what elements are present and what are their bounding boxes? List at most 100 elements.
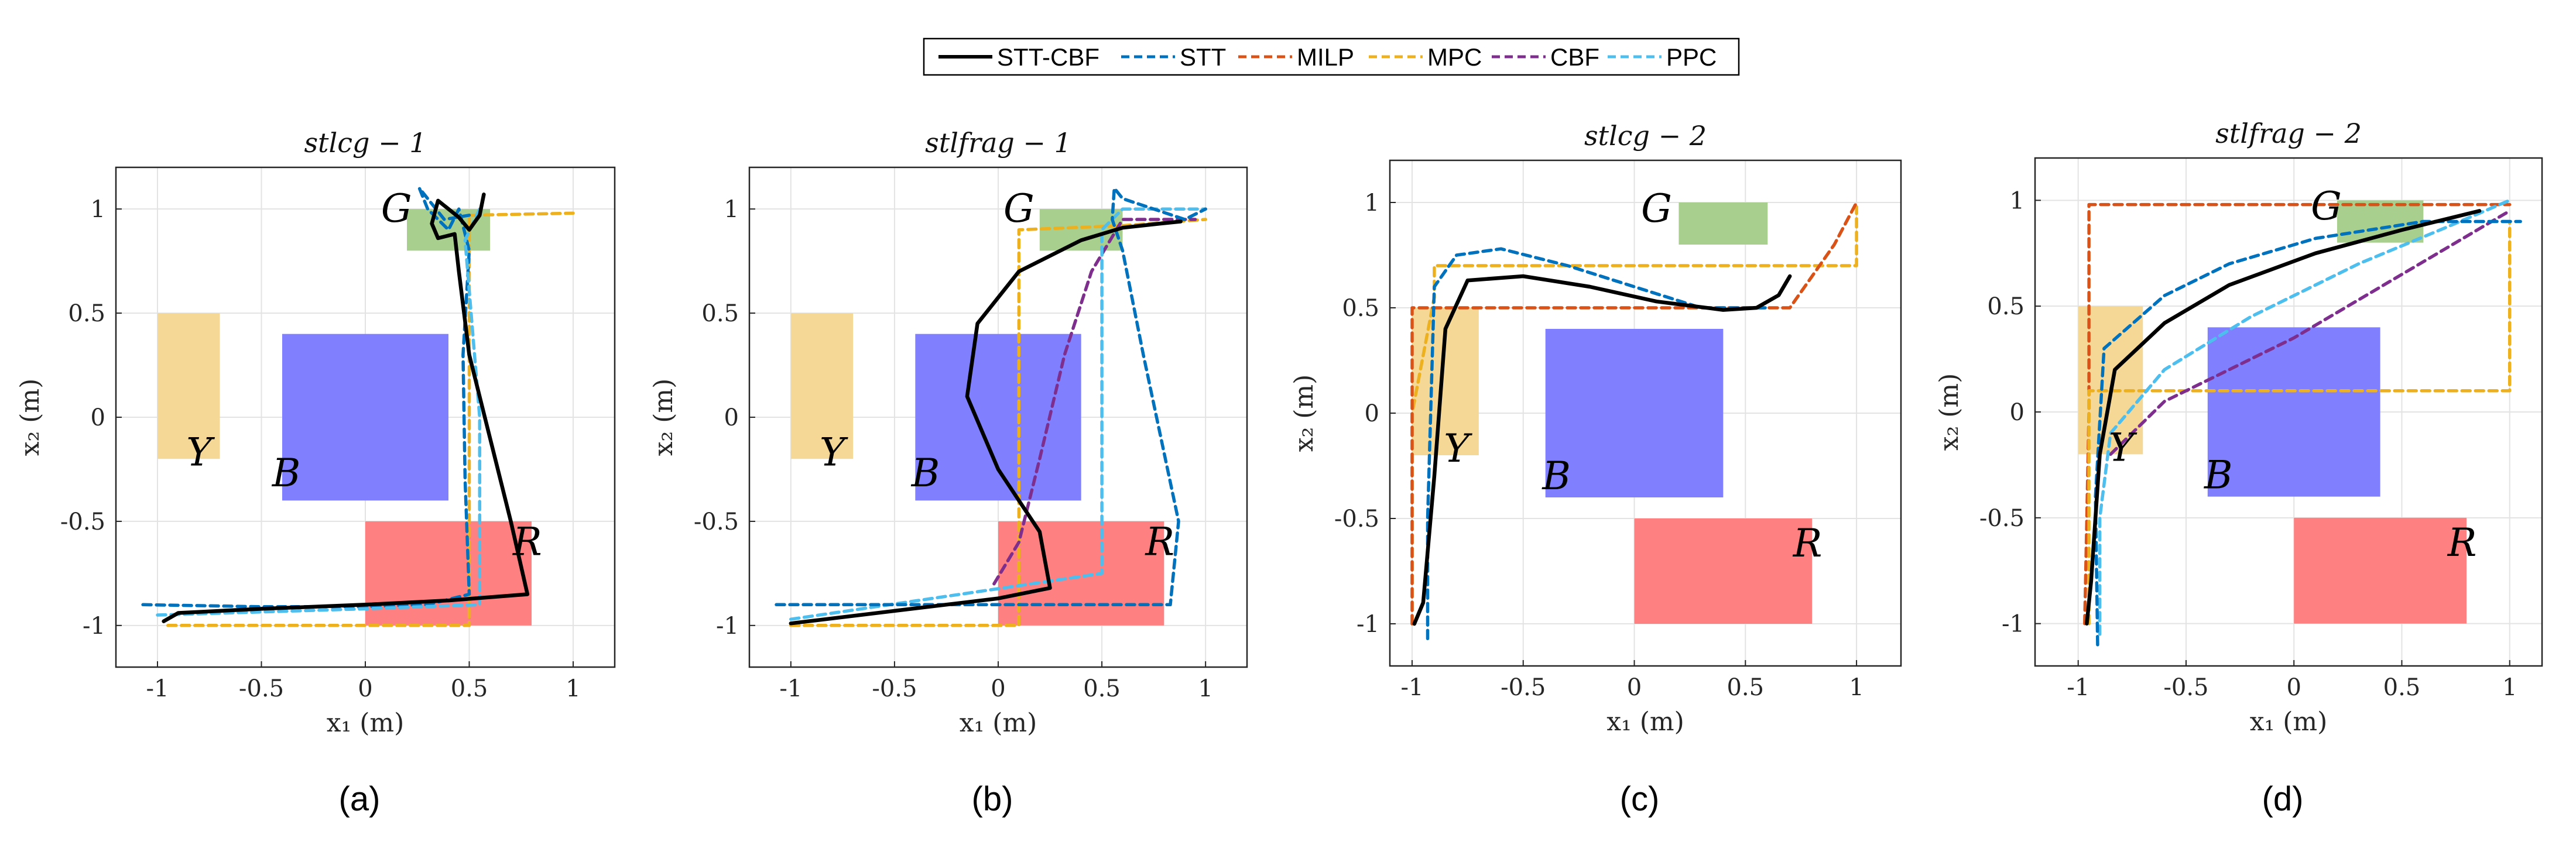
region-label: G [1641, 186, 1672, 231]
region-g [1039, 209, 1123, 251]
panel-caption: (a) [339, 780, 381, 818]
series-line-stt [1426, 247, 1770, 640]
x-tick-label: 1 [1198, 675, 1212, 702]
series-line-milp [1410, 201, 1858, 626]
region-label: R [1793, 521, 1823, 566]
region-label: B [2204, 453, 2233, 498]
x-tick-label: 1 [566, 675, 580, 702]
y-axis-label: x₂ (m) [649, 379, 679, 456]
x-tick-label: 1 [2502, 674, 2517, 701]
series-line-stt [141, 186, 471, 609]
series-line-stt-cbf [162, 193, 530, 623]
y-tick-label: 0.5 [1987, 293, 2025, 320]
x-tick-label: 0.5 [451, 675, 488, 702]
x-tick-label: -1 [779, 675, 802, 702]
region-g [1678, 202, 1768, 245]
region-label: Y [820, 430, 848, 475]
y-axis-label: x₂ (m) [1934, 373, 1964, 451]
region-b [282, 334, 448, 501]
x-axis-label: x₁ (m) [960, 708, 1037, 738]
y-tick-label: 0.5 [701, 300, 739, 327]
legend-entry: MILP [1297, 43, 1354, 71]
x-tick-label: -0.5 [872, 675, 917, 702]
y-tick-label: 1 [91, 196, 105, 223]
x-tick-label: -0.5 [239, 675, 284, 702]
series-line-stt [2094, 219, 2522, 647]
legend-entry: STT [1180, 43, 1226, 71]
region-label: R [2447, 520, 2477, 565]
region-label: G [2311, 184, 2342, 229]
x-tick-label: -1 [1400, 674, 1423, 701]
y-tick-label: 1 [2010, 187, 2025, 214]
panel-caption: (d) [2262, 780, 2304, 818]
y-tick-label: -1 [83, 613, 105, 640]
region-r [365, 521, 532, 626]
series-line-ppc [2098, 198, 2512, 636]
region-b [915, 334, 1081, 501]
panel-title: stlfrag − 1 [925, 127, 1071, 159]
y-tick-label: 0.5 [68, 300, 105, 327]
y-tick-label: 1 [1365, 190, 1379, 217]
y-tick-label: -0.5 [1979, 505, 2025, 532]
y-tick-label: 0 [91, 404, 105, 431]
y-tick-label: 1 [724, 196, 739, 223]
x-tick-label: 0 [2286, 674, 2301, 701]
region-label: Y [1444, 426, 1472, 471]
x-tick-label: 0 [358, 675, 372, 702]
x-tick-label: 0.5 [1727, 674, 1764, 701]
region-b [1545, 329, 1724, 497]
x-tick-label: 0.5 [2383, 674, 2421, 701]
y-tick-label: -1 [716, 613, 739, 640]
series-line-stt-cbf [2085, 209, 2482, 626]
chart-panel-4: G Y B R -1 -0.5 0 0.5 1 -1 -0.5 0 0.5 1 stlfrag − 2 x₁ … [1934, 118, 2543, 818]
series-line-mpc [166, 211, 575, 627]
y-tick-label: 0 [724, 404, 739, 431]
x-tick-label: 0 [991, 675, 1005, 702]
y-tick-label: -0.5 [694, 509, 739, 535]
region-label: B [911, 451, 940, 496]
y-tick-label: -1 [1356, 611, 1379, 638]
y-tick-label: -0.5 [1334, 506, 1379, 533]
region-label: Y [186, 430, 215, 475]
y-tick-label: 0 [2010, 399, 2025, 426]
series-line-stt-cbf [1412, 274, 1792, 626]
region-y [790, 313, 854, 459]
region-label: R [1145, 520, 1174, 565]
legend-entry: PPC [1666, 43, 1717, 71]
chart-panel-2: G Y B R -1 -0.5 0 0.5 1 -1 -0.5 0 0.5 1 stlfrag − 1 x₁ … [649, 127, 1248, 818]
chart-panel-3: G Y B R -1 -0.5 0 0.5 1 -1 -0.5 0 0.5 1 stlcg − 2 x₁ (m… [1289, 120, 1902, 818]
panel-title: stlcg − 2 [1584, 120, 1707, 152]
x-tick-label: 0 [1627, 674, 1642, 701]
legend-entry: MPC [1427, 43, 1482, 71]
legend: STT-CBF STT MILP MPC CBF PPC [923, 37, 1740, 76]
region-label: B [272, 451, 301, 496]
x-axis-label: x₁ (m) [1606, 707, 1684, 737]
region-r [2294, 517, 2467, 624]
panel-title: stlcg − 1 [304, 127, 426, 159]
region-label: G [381, 186, 412, 231]
x-tick-label: 0.5 [1083, 675, 1121, 702]
y-axis-label: x₂ (m) [1289, 375, 1319, 452]
series-line-mpc [789, 218, 1207, 627]
x-tick-label: -1 [146, 675, 169, 702]
region-label: Y [2109, 425, 2137, 470]
region-label: R [512, 520, 542, 565]
series-line-cbf [2109, 209, 2512, 456]
x-tick-label: -1 [2067, 674, 2089, 701]
chart-panel-1: G Y B R -1 -0.5 0 0.5 1 -1 -0.5 0 0.5 1 stlcg − 1 x₁ (m… [15, 127, 616, 818]
region-label: G [1003, 186, 1034, 231]
x-axis-label: x₁ (m) [327, 708, 405, 738]
series-line-stt-cbf [789, 219, 1183, 626]
region-r [1634, 518, 1813, 624]
series-line-ppc [156, 207, 482, 617]
y-tick-label: -1 [2002, 611, 2025, 638]
region-label: B [1542, 454, 1571, 499]
region-y [157, 313, 220, 459]
y-tick-label: 0.5 [1342, 295, 1379, 322]
y-tick-label: -0.5 [60, 509, 105, 535]
series-line-cbf [992, 218, 1197, 586]
x-tick-label: -0.5 [2163, 674, 2208, 701]
y-axis-label: x₂ (m) [15, 379, 45, 456]
y-tick-label: 0 [1365, 400, 1379, 427]
